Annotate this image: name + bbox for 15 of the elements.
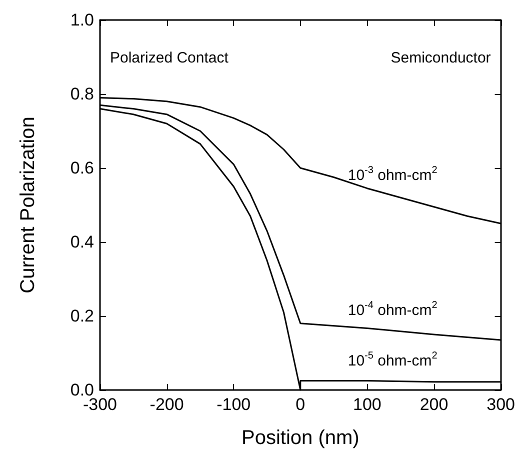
y-tick-label: 0.6 bbox=[70, 158, 94, 178]
x-tick-label: 100 bbox=[353, 395, 382, 414]
x-tick-label: 300 bbox=[486, 395, 516, 414]
x-axis-title: Position (nm) bbox=[242, 427, 360, 449]
y-tick-label: 1.0 bbox=[70, 10, 94, 30]
x-tick-label: -100 bbox=[216, 395, 251, 414]
x-tick-label: 0 bbox=[296, 395, 306, 414]
y-tick-label: 0.4 bbox=[70, 232, 94, 252]
y-tick-label: 0.2 bbox=[70, 306, 94, 326]
x-tick-label: 200 bbox=[420, 395, 448, 414]
x-tick-label: -200 bbox=[150, 395, 184, 414]
annotation: Semiconductor bbox=[390, 50, 491, 66]
annotation: Polarized Contact bbox=[110, 50, 230, 66]
y-tick-label: 0.8 bbox=[70, 84, 94, 104]
y-axis-title: Current Polarization bbox=[17, 116, 39, 294]
